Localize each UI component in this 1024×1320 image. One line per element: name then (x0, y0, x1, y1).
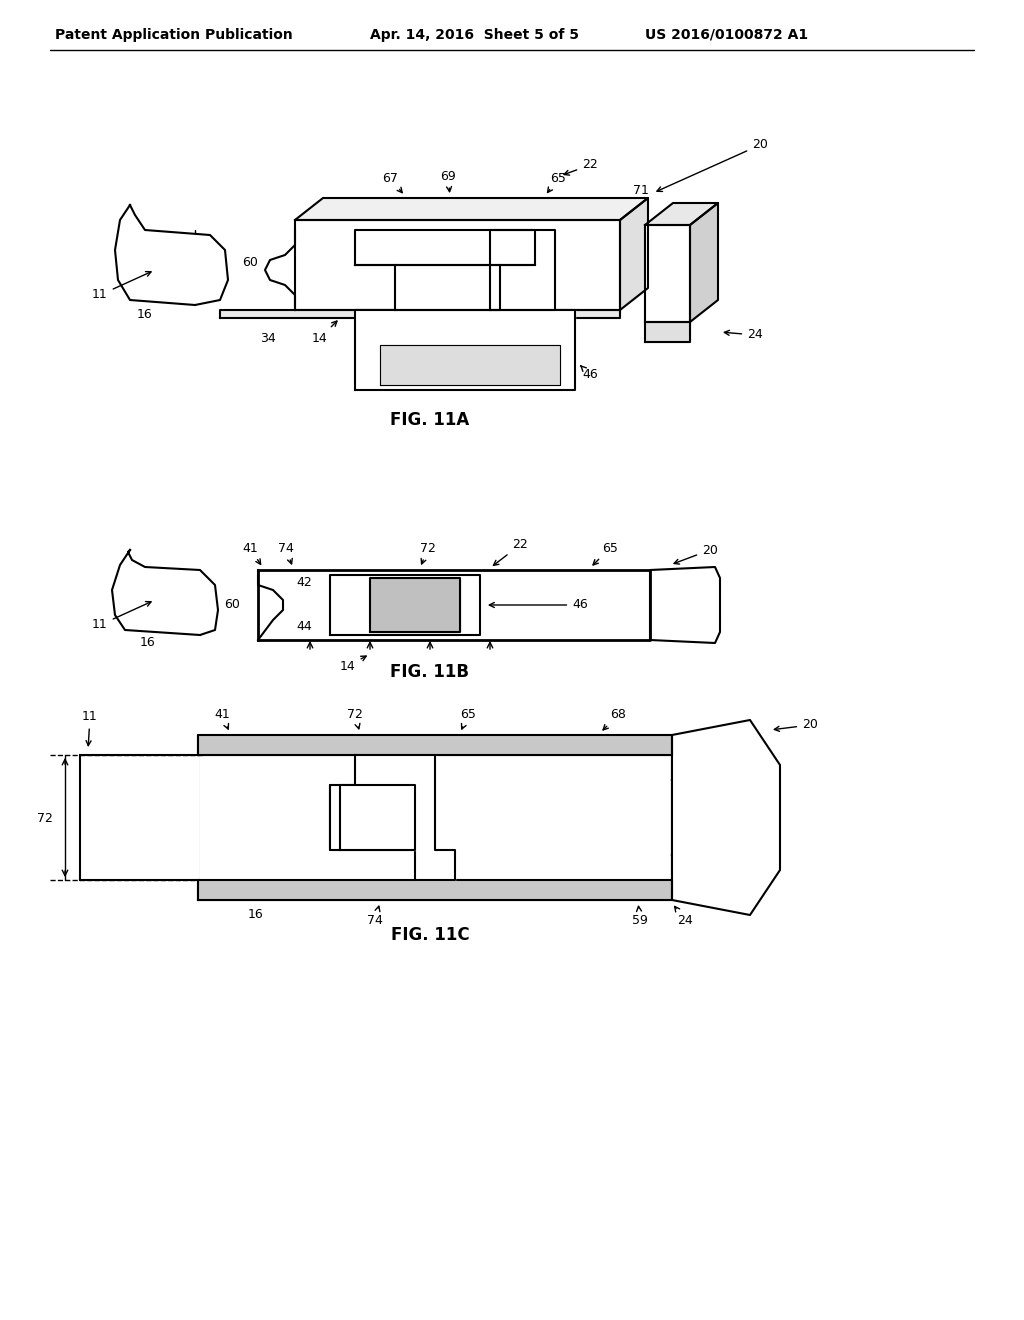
Text: 68: 68 (603, 709, 626, 730)
Polygon shape (645, 322, 690, 342)
Text: 69: 69 (440, 169, 456, 191)
Text: 46: 46 (581, 366, 598, 381)
Text: 20: 20 (774, 718, 818, 731)
Polygon shape (198, 880, 672, 900)
Polygon shape (672, 719, 780, 915)
Text: 42: 42 (322, 240, 337, 253)
Polygon shape (115, 205, 228, 305)
Text: Apr. 14, 2016  Sheet 5 of 5: Apr. 14, 2016 Sheet 5 of 5 (370, 28, 579, 42)
Polygon shape (258, 570, 650, 640)
Polygon shape (395, 265, 500, 310)
Text: 74: 74 (367, 906, 383, 927)
Text: 11: 11 (82, 710, 98, 746)
Polygon shape (645, 224, 690, 322)
Text: 44: 44 (296, 620, 312, 634)
Text: 44: 44 (397, 296, 413, 309)
Text: 60: 60 (242, 256, 258, 269)
Polygon shape (370, 578, 460, 632)
Text: 16: 16 (137, 309, 153, 322)
Polygon shape (355, 310, 575, 389)
Text: 59: 59 (632, 907, 648, 927)
Text: 41: 41 (242, 541, 261, 565)
Polygon shape (650, 568, 720, 643)
Polygon shape (340, 785, 415, 850)
Text: 49: 49 (490, 322, 506, 347)
Polygon shape (330, 755, 455, 880)
Text: 47: 47 (374, 268, 390, 281)
Polygon shape (198, 735, 672, 755)
Polygon shape (198, 755, 672, 880)
Text: 64: 64 (375, 606, 391, 619)
Text: 22: 22 (494, 539, 528, 565)
Text: 22: 22 (564, 158, 598, 176)
Text: Patent Application Publication: Patent Application Publication (55, 28, 293, 42)
Text: FIG. 11C: FIG. 11C (391, 927, 469, 944)
Text: 72: 72 (420, 541, 436, 564)
Text: 74: 74 (279, 541, 294, 564)
Polygon shape (80, 755, 198, 880)
Text: 11: 11 (92, 272, 152, 301)
Polygon shape (112, 550, 218, 635)
Text: 62: 62 (375, 594, 391, 607)
Text: 16: 16 (140, 635, 156, 648)
Text: 72: 72 (37, 812, 53, 825)
Text: 14: 14 (312, 321, 337, 345)
Polygon shape (295, 198, 648, 220)
Polygon shape (295, 220, 620, 310)
Text: 43: 43 (420, 322, 436, 347)
Text: 34: 34 (260, 331, 275, 345)
Polygon shape (620, 198, 648, 310)
Text: 24: 24 (724, 329, 763, 342)
Text: 62: 62 (493, 259, 509, 272)
Text: 11: 11 (92, 602, 152, 631)
Polygon shape (220, 310, 620, 318)
Polygon shape (355, 230, 535, 265)
Text: 65: 65 (460, 709, 476, 729)
Text: 20: 20 (657, 139, 768, 191)
Polygon shape (690, 203, 718, 322)
Polygon shape (330, 576, 480, 635)
Text: 42: 42 (296, 577, 312, 590)
Text: 65: 65 (548, 172, 566, 193)
Text: 60: 60 (224, 598, 240, 611)
Text: 46: 46 (489, 598, 588, 611)
Text: 20: 20 (674, 544, 718, 564)
Text: 64: 64 (493, 272, 509, 285)
Text: FIG. 11A: FIG. 11A (390, 411, 470, 429)
Text: 72: 72 (347, 709, 362, 729)
Text: FIG. 11B: FIG. 11B (390, 663, 469, 681)
Text: 71: 71 (633, 183, 649, 197)
Text: 65: 65 (593, 541, 617, 565)
Text: 41: 41 (214, 709, 229, 729)
Polygon shape (380, 345, 560, 385)
Text: 71: 71 (609, 227, 625, 239)
Text: 67: 67 (382, 172, 402, 193)
Polygon shape (490, 230, 555, 310)
Text: 16: 16 (248, 908, 264, 920)
Text: 24: 24 (675, 907, 693, 927)
Polygon shape (645, 203, 718, 224)
Text: 14: 14 (340, 656, 367, 672)
Text: US 2016/0100872 A1: US 2016/0100872 A1 (645, 28, 808, 42)
